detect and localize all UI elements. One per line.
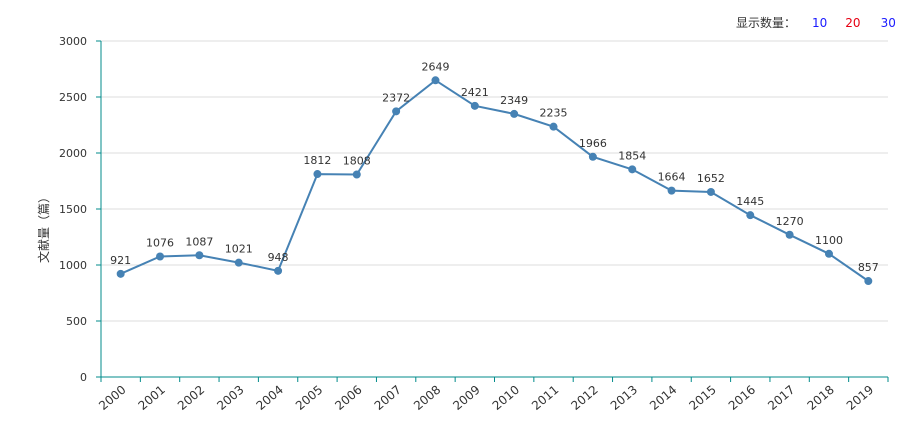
data-label: 1808 bbox=[343, 155, 371, 168]
x-tick-label: 2018 bbox=[805, 383, 837, 413]
x-tick-label: 2019 bbox=[844, 383, 876, 413]
x-tick-label: 2001 bbox=[136, 383, 168, 413]
data-point[interactable] bbox=[588, 152, 597, 161]
display-count-option-10[interactable]: 10 bbox=[812, 16, 828, 30]
x-tick-label: 2008 bbox=[411, 383, 443, 413]
x-tick-labels: 2000 2001 2002 2003 2004 2005 2006 2007 2008 2009… bbox=[96, 383, 876, 413]
data-point[interactable] bbox=[116, 269, 125, 278]
display-count-controls: 显示数量： 10 20 30 bbox=[736, 14, 896, 31]
data-label: 2421 bbox=[461, 86, 489, 99]
data-label: 1270 bbox=[776, 215, 804, 228]
axes bbox=[96, 40, 889, 382]
x-tick-label: 2004 bbox=[254, 383, 286, 413]
data-label: 1087 bbox=[185, 235, 213, 248]
x-tick-label: 2007 bbox=[372, 383, 404, 413]
data-point[interactable] bbox=[234, 258, 243, 267]
display-count-label: 显示数量： bbox=[736, 16, 797, 30]
data-label: 921 bbox=[110, 254, 131, 267]
display-count-option-20[interactable]: 20 bbox=[845, 16, 861, 30]
x-tick-label: 2016 bbox=[726, 383, 758, 413]
data-point[interactable] bbox=[431, 76, 440, 85]
x-tick-label: 2012 bbox=[568, 383, 600, 413]
y-tick-label: 2500 bbox=[59, 91, 87, 104]
data-point[interactable] bbox=[274, 266, 283, 275]
data-point[interactable] bbox=[156, 252, 165, 261]
data-point[interactable] bbox=[785, 230, 794, 239]
y-tick-label: 500 bbox=[66, 315, 87, 328]
data-label: 1664 bbox=[658, 171, 686, 184]
data-point[interactable] bbox=[352, 170, 361, 179]
data-point[interactable] bbox=[549, 122, 558, 131]
x-tick-label: 2009 bbox=[450, 383, 482, 413]
data-point[interactable] bbox=[313, 170, 322, 179]
x-tick-label: 2002 bbox=[175, 383, 207, 413]
x-tick-label: 2000 bbox=[96, 383, 128, 413]
x-tick-label: 2011 bbox=[529, 383, 561, 413]
data-point[interactable] bbox=[706, 187, 715, 196]
data-labels: 921 1076 1087 1021 948 1812 1808 2372 2649 2421 23… bbox=[110, 60, 879, 274]
data-label: 948 bbox=[268, 251, 289, 264]
x-tick-label: 2010 bbox=[490, 383, 522, 413]
y-tick-label: 0 bbox=[80, 371, 87, 384]
series-line bbox=[120, 79, 869, 282]
data-label: 1966 bbox=[579, 137, 607, 150]
y-tick-label: 1500 bbox=[59, 203, 87, 216]
y-tick-label: 1000 bbox=[59, 259, 87, 272]
grid-lines bbox=[101, 40, 888, 322]
y-tick-label: 2000 bbox=[59, 147, 87, 160]
data-point[interactable] bbox=[510, 109, 519, 118]
x-tick-label: 2006 bbox=[332, 383, 364, 413]
x-tick-label: 2005 bbox=[293, 383, 325, 413]
data-label: 1812 bbox=[303, 154, 331, 167]
data-label: 1021 bbox=[225, 243, 253, 256]
data-point[interactable] bbox=[824, 249, 833, 258]
data-point[interactable] bbox=[195, 251, 204, 260]
x-tick-label: 2014 bbox=[647, 383, 679, 413]
data-point[interactable] bbox=[628, 165, 637, 174]
data-label: 1076 bbox=[146, 236, 174, 249]
data-point[interactable] bbox=[392, 107, 401, 116]
data-point[interactable] bbox=[470, 101, 479, 110]
x-tick-label: 2017 bbox=[765, 383, 797, 413]
data-point[interactable] bbox=[746, 211, 755, 220]
data-label: 1854 bbox=[618, 149, 646, 162]
x-tick-label: 2003 bbox=[214, 383, 246, 413]
y-tick-labels: 0 500 1000 1500 2000 2500 3000 bbox=[59, 35, 87, 384]
data-label: 1100 bbox=[815, 234, 843, 247]
data-label: 1445 bbox=[736, 195, 764, 208]
x-tick-label: 2013 bbox=[608, 383, 640, 413]
data-label: 2349 bbox=[500, 94, 528, 107]
data-point[interactable] bbox=[667, 186, 676, 195]
data-points bbox=[116, 76, 873, 286]
data-label: 857 bbox=[858, 261, 879, 274]
data-label: 2372 bbox=[382, 91, 410, 104]
data-point[interactable] bbox=[864, 277, 873, 286]
data-label: 1652 bbox=[697, 172, 725, 185]
data-label: 2235 bbox=[540, 107, 568, 120]
y-tick-label: 3000 bbox=[59, 35, 87, 48]
data-label: 2649 bbox=[421, 60, 449, 73]
y-axis-title: 文献量（篇） bbox=[36, 191, 51, 263]
display-count-option-30[interactable]: 30 bbox=[880, 16, 896, 30]
x-tick-label: 2015 bbox=[686, 383, 718, 413]
